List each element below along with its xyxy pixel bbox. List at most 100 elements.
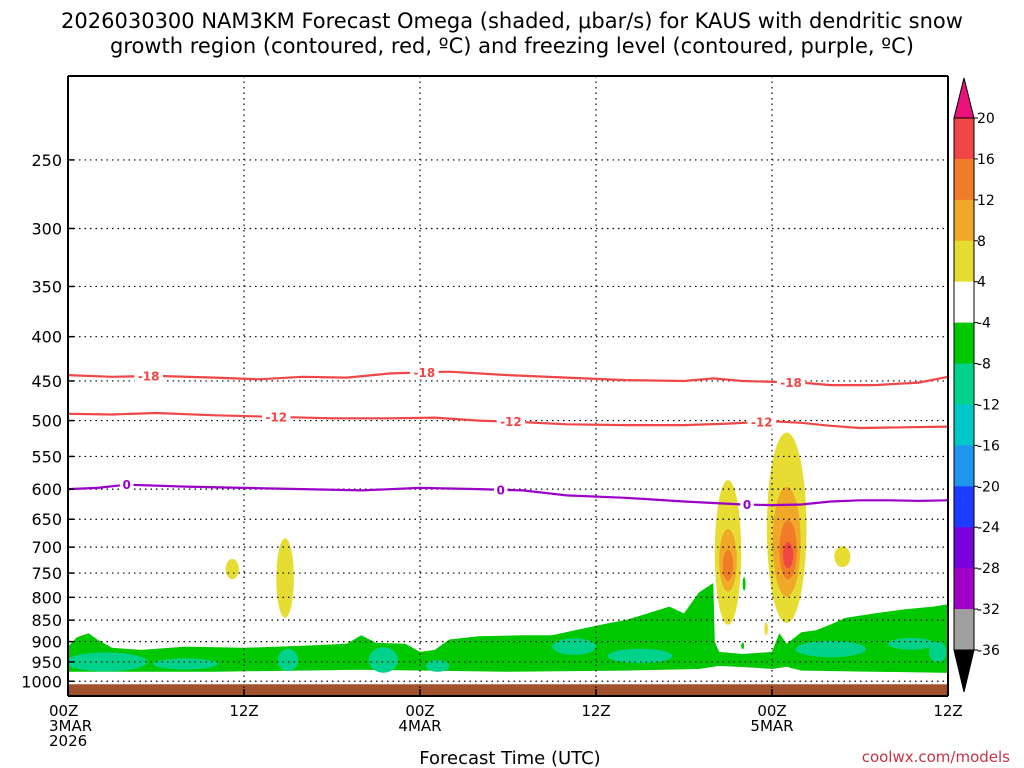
colorbar-swatch <box>954 240 974 283</box>
colorbar-swatch <box>954 158 974 201</box>
y-tick-label: 650 <box>31 510 62 529</box>
y-tick-label: 600 <box>31 480 62 499</box>
contour-label-bg <box>496 414 526 429</box>
contour-label: -12 <box>265 410 287 424</box>
contour-line <box>67 483 949 507</box>
contour-label: -18 <box>780 376 802 390</box>
colorbar-swatch <box>954 486 974 528</box>
plot-area <box>68 432 948 696</box>
colorbar-swatch <box>954 199 974 242</box>
contour-label: 0 <box>496 483 504 497</box>
omega-rising-region <box>764 622 768 636</box>
y-tick-label: 800 <box>31 588 62 607</box>
colorbar-swatch <box>954 363 974 405</box>
x-tick-label: 00Z <box>405 702 434 720</box>
y-tick-label: 700 <box>31 538 62 557</box>
y-tick-label: 250 <box>31 151 62 170</box>
contour-label-bg <box>262 409 291 424</box>
y-tick-label: 1000 <box>21 672 62 691</box>
colorbar-swatch <box>954 404 974 446</box>
contour-label: -12 <box>500 415 522 429</box>
contour-label: -12 <box>751 415 773 429</box>
contour-label: 0 <box>743 498 751 512</box>
colorbar-swatch <box>954 527 974 569</box>
y-tick-label: 450 <box>31 372 62 391</box>
colorbar-swatch <box>954 322 974 365</box>
contour-line <box>67 370 949 387</box>
omega-sink-patch <box>277 648 299 672</box>
x-tick-label: 12Z <box>229 702 258 720</box>
omega-sink-patch <box>368 647 399 673</box>
y-tick-label: 400 <box>31 328 62 347</box>
y-tick-label: 950 <box>31 653 62 672</box>
colorbar-label: -24 <box>977 520 1000 536</box>
colorbar-swatch <box>954 118 974 160</box>
colorbar-label: -4 <box>977 316 991 332</box>
colorbar-swatch <box>954 609 974 651</box>
colorbar-label: 12 <box>977 193 995 209</box>
colorbar-swatch <box>954 281 974 324</box>
colorbar-label: -32 <box>977 602 1000 618</box>
x-axis-label: Forecast Time (UTC) <box>419 748 600 768</box>
omega-sink-patch <box>795 640 866 658</box>
credit-text: coolwx.com/models <box>862 748 1010 766</box>
x-tick-label: 00Z <box>757 702 786 720</box>
omega-sink-patch <box>425 660 450 672</box>
colorbar-label: 8 <box>977 234 986 250</box>
axes: -18 -18 -18 -12 -12 -12 0 0 0 250 300 350 400 450 500 5… <box>21 75 963 750</box>
chart-title-line2: growth region (contoured, red, ºC) and f… <box>110 34 914 58</box>
colorbar-label: -36 <box>977 643 1000 659</box>
omega-sink-patch <box>607 648 673 664</box>
colorbar-swatch <box>954 445 974 487</box>
contour-label: -18 <box>138 370 160 384</box>
contour-label: 0 <box>122 478 130 492</box>
contour-label-bg <box>410 365 439 380</box>
x-tick-label: 3MAR <box>49 717 92 735</box>
x-tick-label: 12Z <box>933 702 962 720</box>
y-tick-label: 350 <box>31 277 62 296</box>
omega-sink-patch <box>928 641 947 663</box>
colorbar-label: -16 <box>977 438 1000 454</box>
omega-sink-patch <box>887 637 935 650</box>
contour-label-bg <box>740 497 754 512</box>
omega-sink-patch <box>153 658 218 670</box>
omega-sink-patch <box>552 638 596 655</box>
contour-label-bg <box>119 477 134 492</box>
colorbar-label: 20 <box>977 111 995 127</box>
colorbar-label: 4 <box>977 275 986 291</box>
colorbar-label: 16 <box>977 152 995 168</box>
colorbar-top-arrow <box>953 77 975 119</box>
colorbar-bottom-arrow <box>953 649 975 693</box>
contour-label: -18 <box>414 366 436 380</box>
y-tick-label: 900 <box>31 633 62 652</box>
contour-label-bg <box>493 482 508 497</box>
contour-label-bg <box>134 369 163 384</box>
contour-line <box>67 411 949 430</box>
colorbar-frame <box>953 117 975 651</box>
omega-rising-region <box>276 538 294 618</box>
y-tick-label: 300 <box>31 219 62 238</box>
colorbar-label: -28 <box>977 561 1000 577</box>
plot-clip-group <box>68 432 948 696</box>
omega-rising-region <box>225 558 239 580</box>
x-tick-label: 00Z <box>49 702 78 720</box>
y-tick-label: 550 <box>31 447 62 466</box>
x-tick-label: 4MAR <box>398 717 441 735</box>
colorbar-label: -12 <box>977 397 1000 413</box>
omega-rising-region <box>722 550 734 581</box>
colorbar-label: -20 <box>977 479 1000 495</box>
chart-title-line1: 2026030300 NAM3KM Forecast Omega (shaded… <box>61 9 963 33</box>
omega-sink-fragment <box>741 642 745 650</box>
y-tick-label: 500 <box>31 412 62 431</box>
x-tick-label: 2026 <box>49 732 87 750</box>
y-tick-label: 850 <box>31 611 62 630</box>
colorbar: 20 16 12 8 4 -4 -8 -12 -16 -20 -24 -28 -32 -36 <box>953 77 1000 693</box>
colorbar-swatch <box>954 568 974 610</box>
contour-label-bg <box>776 375 806 390</box>
omega-sink-fragment <box>742 577 746 591</box>
omega-rising-region <box>834 546 851 568</box>
colorbar-label: -8 <box>977 357 991 373</box>
omega-rising-region <box>783 541 794 569</box>
contour-label-bg <box>747 414 776 429</box>
x-tick-label: 12Z <box>581 702 610 720</box>
